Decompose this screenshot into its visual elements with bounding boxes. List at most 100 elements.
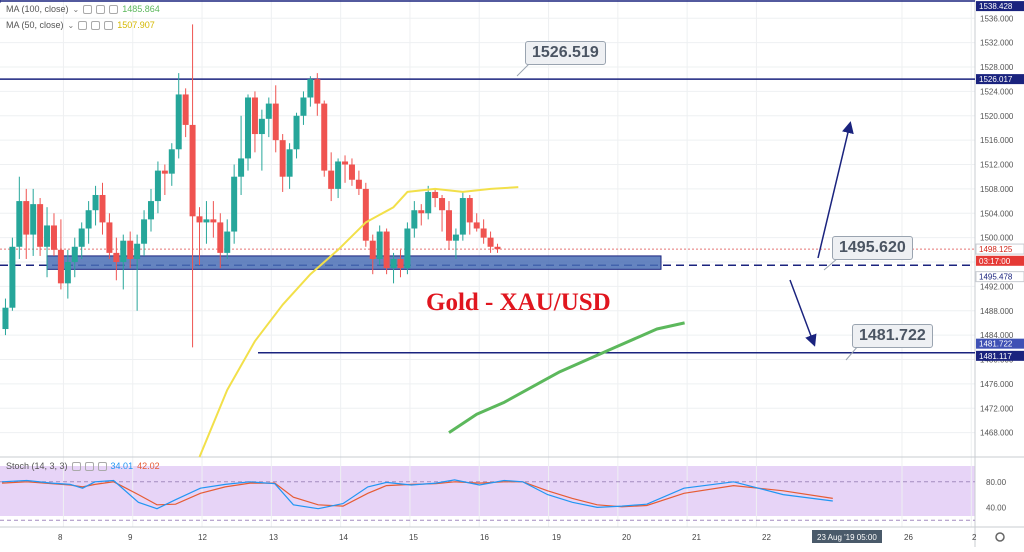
candle-body bbox=[224, 231, 231, 253]
settings-icon[interactable] bbox=[84, 461, 94, 471]
candle-body bbox=[439, 198, 446, 211]
candle-body bbox=[258, 118, 265, 135]
candle-body bbox=[404, 228, 411, 269]
price-tag-label: 1481.117 bbox=[979, 352, 1012, 361]
callout-1495[interactable]: 1495.620 bbox=[832, 236, 913, 260]
price-tick-label: 1528.000 bbox=[980, 63, 1014, 72]
time-tick-label: 12 bbox=[198, 533, 207, 542]
candle-body bbox=[161, 170, 168, 174]
price-tick-label: 1488.000 bbox=[980, 307, 1014, 316]
candle-body bbox=[348, 164, 355, 180]
close-icon[interactable] bbox=[104, 20, 114, 30]
candle-body bbox=[231, 176, 238, 232]
visibility-icon[interactable] bbox=[71, 461, 81, 471]
price-tick-label: 1512.000 bbox=[980, 161, 1014, 170]
candle-body bbox=[466, 198, 473, 223]
time-tick-label: 8 bbox=[58, 533, 63, 542]
candle-body bbox=[300, 97, 307, 116]
candle-body bbox=[78, 228, 85, 247]
candle-body bbox=[210, 219, 217, 223]
price-tick-label: 1504.000 bbox=[980, 209, 1014, 218]
close-icon[interactable] bbox=[97, 461, 107, 471]
settings-icon[interactable] bbox=[96, 4, 106, 14]
chevron-down-icon[interactable]: ⌄ bbox=[67, 20, 75, 30]
stoch-d-line bbox=[1, 481, 833, 508]
time-tag-label: 23 Aug '19 05:00 bbox=[817, 533, 877, 542]
candle-body bbox=[2, 307, 9, 330]
candle-body bbox=[113, 252, 120, 263]
candle-body bbox=[265, 103, 272, 119]
candle-body bbox=[44, 225, 51, 247]
price-tag-label: 1538.428 bbox=[979, 2, 1013, 11]
chart-title: Gold - XAU/USD bbox=[426, 289, 611, 316]
candle-body bbox=[175, 94, 182, 150]
candle-body bbox=[445, 210, 452, 241]
price-tick-label: 1468.000 bbox=[980, 429, 1014, 438]
candle-body bbox=[141, 219, 148, 244]
time-tick-label: 13 bbox=[269, 533, 278, 542]
candle-body bbox=[37, 204, 44, 247]
price-tag-label: 03:17:00 bbox=[979, 257, 1011, 266]
stoch-tick-label: 40.00 bbox=[986, 503, 1007, 512]
price-tag bbox=[976, 74, 1024, 85]
chevron-down-icon[interactable]: ⌄ bbox=[72, 4, 80, 14]
price-tag bbox=[976, 338, 1024, 349]
settings-icon[interactable] bbox=[91, 20, 101, 30]
visibility-icon[interactable] bbox=[78, 20, 88, 30]
close-icon[interactable] bbox=[109, 4, 119, 14]
time-tick-label: 14 bbox=[339, 533, 348, 542]
candle-body bbox=[376, 231, 383, 259]
stoch-k-line bbox=[1, 479, 833, 510]
candle-body bbox=[307, 79, 314, 98]
candle-body bbox=[16, 201, 23, 247]
price-tick-label: 1492.000 bbox=[980, 282, 1014, 291]
candle-body bbox=[147, 201, 154, 220]
candle-body bbox=[251, 97, 258, 135]
candle-body bbox=[390, 258, 397, 269]
candle-body bbox=[321, 103, 328, 171]
legend-ma100-label: MA (100, close) bbox=[6, 4, 69, 14]
candle-body bbox=[293, 115, 300, 150]
candle-body bbox=[411, 210, 418, 229]
candle-body bbox=[355, 179, 362, 189]
callout-1481[interactable]: 1481.722 bbox=[852, 324, 933, 348]
legend-stoch[interactable]: Stoch (14, 3, 3) 34.01 42.02 bbox=[6, 461, 160, 471]
price-tag-label: 1526.017 bbox=[979, 75, 1013, 84]
candle-body bbox=[279, 140, 286, 177]
price-tag-label: 1481.722 bbox=[979, 340, 1013, 349]
candle-body bbox=[335, 161, 342, 189]
candle-body bbox=[342, 161, 349, 165]
price-tag-label: 1498.125 bbox=[979, 245, 1013, 254]
candle-body bbox=[168, 149, 175, 174]
price-tag-label: 1495.478 bbox=[979, 273, 1013, 282]
candle-body bbox=[50, 225, 57, 250]
candle-body bbox=[272, 103, 279, 141]
candle-body bbox=[362, 188, 369, 241]
candle-body bbox=[487, 237, 494, 247]
price-tick-label: 1484.000 bbox=[980, 331, 1014, 340]
legend-ma100[interactable]: MA (100, close) ⌄ 1485.864 bbox=[6, 4, 160, 14]
price-tick-label: 1536.000 bbox=[980, 14, 1014, 23]
ma100-line bbox=[448, 321, 685, 434]
callout-1526[interactable]: 1526.519 bbox=[525, 41, 606, 65]
time-tick-label: 19 bbox=[552, 533, 561, 542]
price-tick-label: 1508.000 bbox=[980, 185, 1014, 194]
visibility-icon[interactable] bbox=[83, 4, 93, 14]
time-tick-label: 9 bbox=[128, 533, 133, 542]
price-tick-label: 1532.000 bbox=[980, 39, 1014, 48]
price-tag bbox=[976, 255, 1024, 266]
legend-ma50[interactable]: MA (50, close) ⌄ 1507.907 bbox=[6, 20, 155, 30]
candle-body bbox=[217, 222, 224, 253]
candle-body bbox=[480, 228, 487, 238]
time-tag bbox=[812, 530, 882, 543]
candle-body bbox=[245, 97, 252, 159]
candle-body bbox=[432, 191, 439, 199]
candle-body bbox=[494, 246, 501, 250]
time-tick-label: 26 bbox=[904, 533, 913, 542]
time-tick-label: 2 bbox=[972, 533, 977, 542]
price-tag bbox=[976, 1, 1024, 12]
bullish-arrow bbox=[817, 121, 854, 259]
candle-body bbox=[127, 240, 134, 259]
